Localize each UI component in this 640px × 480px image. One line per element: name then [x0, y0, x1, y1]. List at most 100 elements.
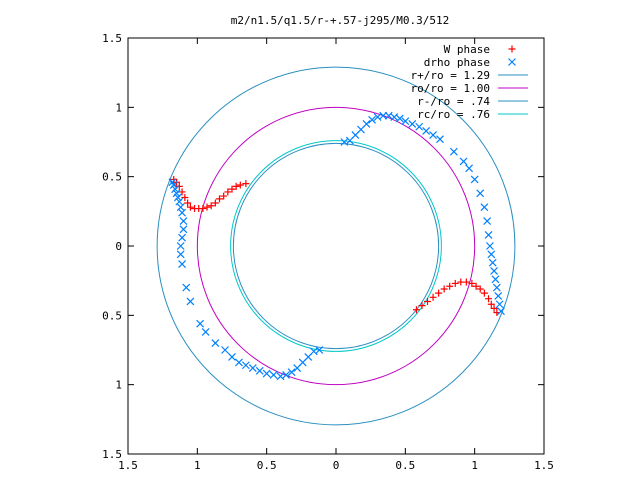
- drho-phase-point: [248, 364, 257, 372]
- w-phase-point: [468, 279, 476, 287]
- data-series: [168, 111, 505, 381]
- w-phase-point: [220, 192, 228, 200]
- drho-phase-point: [255, 366, 264, 375]
- drho-phase-point: [449, 147, 458, 156]
- legend-label: r-/ro = .74: [417, 95, 490, 108]
- x-tick-label: 0: [333, 459, 340, 472]
- drho-phase-point: [179, 225, 188, 234]
- w-phase-point: [476, 285, 484, 293]
- drho-phase-point: [262, 369, 271, 378]
- legend-entry: W phase: [444, 43, 516, 56]
- drho-phase-point: [490, 267, 499, 275]
- w-phase-point: [186, 203, 194, 211]
- drho-phase-point: [476, 189, 485, 198]
- drho-phase-point: [315, 346, 324, 354]
- legend-marker: [508, 58, 516, 66]
- w-phase-point: [199, 205, 207, 213]
- w-phase-point: [203, 203, 211, 211]
- legend-entry: drho phase: [424, 56, 516, 69]
- drho-phase-point: [241, 361, 250, 370]
- drho-phase-point: [494, 291, 503, 300]
- y-tick-label: 0: [115, 240, 122, 253]
- w-phase-point: [236, 181, 244, 189]
- drho-phase-point: [483, 217, 492, 225]
- w-phase-point: [485, 295, 493, 303]
- w-phase-point: [178, 188, 186, 196]
- drho-phase-point: [221, 346, 229, 354]
- drho-phase-point: [178, 233, 187, 242]
- w-phase-point: [487, 300, 495, 308]
- y-tick-label: 1: [115, 101, 122, 114]
- circle-rc-ro-76: [230, 140, 442, 352]
- drho-phase-point: [235, 358, 243, 367]
- drho-phase-point: [196, 319, 205, 328]
- drho-phase-point: [176, 250, 185, 259]
- drho-phase-point: [379, 111, 388, 120]
- chart-title: m2/n1.5/q1.5/r-+.57-j295/M0.3/512: [231, 14, 450, 27]
- drho-phase-point: [429, 131, 437, 139]
- drho-phase-point: [485, 242, 494, 250]
- drho-phase-point: [368, 115, 376, 124]
- legend-entry: r+/ro = 1.29: [411, 69, 528, 82]
- w-phase-point: [462, 278, 470, 286]
- drho-phase-point: [287, 368, 296, 377]
- w-phase-point: [451, 279, 459, 287]
- drho-phase-point: [228, 353, 236, 361]
- legend-marker: [508, 45, 516, 53]
- w-phase-point: [435, 289, 443, 297]
- w-phase-point: [211, 199, 219, 207]
- radius-circles: [156, 66, 516, 426]
- drho-phase-point: [480, 203, 489, 212]
- y-tick-label: 1.5: [102, 32, 122, 45]
- w-phase-point: [424, 297, 432, 305]
- drho-phase-point: [178, 260, 187, 268]
- x-tick-label: 1.5: [118, 459, 138, 472]
- x-tick-label: 1.5: [534, 459, 554, 472]
- w-phase-point: [207, 202, 215, 210]
- w-phase-point: [181, 193, 189, 201]
- drho-phase-point: [172, 189, 181, 198]
- w-phase-point: [232, 182, 240, 190]
- drho-phase-point: [282, 371, 291, 379]
- drho-phase-point: [495, 300, 504, 309]
- drho-phase-point: [422, 126, 431, 135]
- drho-phase-point: [465, 164, 474, 173]
- legend-label: W phase: [444, 43, 490, 56]
- w-phase-point: [418, 302, 426, 310]
- w-phase-point: [480, 289, 488, 297]
- legend-entry: ro/ro = 1.00: [411, 82, 528, 95]
- drho-phase-point: [211, 339, 220, 347]
- drho-phase-point: [169, 181, 178, 189]
- w-phase-point: [472, 282, 480, 290]
- y-tick-label: 1: [115, 379, 122, 392]
- w-phase-point: [446, 282, 454, 290]
- series-drho-phase: [168, 111, 505, 381]
- drho-phase-point: [484, 230, 493, 239]
- y-tick-label: 0.5: [102, 309, 122, 322]
- drho-phase-point: [488, 258, 497, 267]
- drho-phase-point: [459, 157, 468, 166]
- y-tick-label: 1.5: [102, 448, 122, 461]
- legend-entry: rc/ro = .76: [417, 108, 528, 121]
- legend-label: rc/ro = .76: [417, 108, 490, 121]
- w-phase-point: [490, 304, 498, 312]
- drho-phase-point: [497, 307, 505, 316]
- drho-phase-point: [492, 283, 501, 292]
- x-tick-label: 1: [471, 459, 478, 472]
- w-phase-point: [440, 285, 448, 293]
- legend-label: drho phase: [424, 56, 490, 69]
- legend-label: ro/ro = 1.00: [411, 82, 490, 95]
- drho-phase-point: [415, 122, 424, 131]
- drho-phase-point: [401, 117, 410, 126]
- drho-phase-point: [395, 114, 404, 123]
- drho-phase-point: [201, 328, 210, 336]
- drho-phase-point: [436, 135, 444, 144]
- x-tick-label: 0.5: [257, 459, 277, 472]
- drho-phase-point: [470, 175, 479, 184]
- w-phase-point: [216, 195, 224, 203]
- w-phase-point: [175, 182, 183, 190]
- x-tick-label: 0.5: [395, 459, 415, 472]
- drho-phase-point: [186, 297, 195, 306]
- drho-phase-point: [178, 208, 187, 217]
